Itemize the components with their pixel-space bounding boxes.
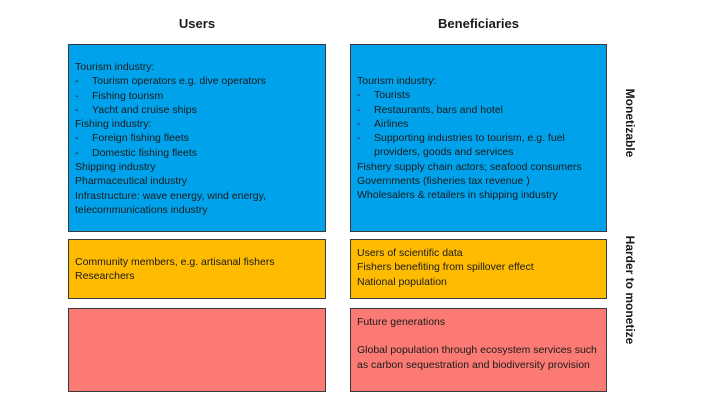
beneficiaries-header: Beneficiaries <box>438 16 519 31</box>
beneficiaries-monetizable-box: Tourism industry: - Tourists - Restaurants… <box>350 44 607 232</box>
list-item: - Airlines <box>357 117 409 130</box>
beneficiaries-fishery-line: Fishery supply chain actors; seafood con… <box>357 160 582 173</box>
list-item: - Foreign fishing fleets <box>75 132 189 145</box>
monetizable-label: Monetizable <box>623 88 637 158</box>
beneficiaries-tourism-heading: Tourism industry: <box>357 75 437 87</box>
beneficiaries-spillover-line: Fishers benefiting from spillover effect <box>357 261 534 274</box>
list-item: - Fishing tourism <box>75 89 164 102</box>
beneficiaries-future-generations: Future generations <box>357 316 446 328</box>
users-shipping: Shipping industry <box>75 161 156 174</box>
users-monetizable-box: Tourism industry: - Tourism operators e.g… <box>68 44 326 232</box>
harder-to-monetize-label: Harder to monetize <box>623 235 637 345</box>
users-header: Users <box>178 16 216 31</box>
list-item: - Restaurants, bars and hotel <box>357 103 503 116</box>
beneficiaries-governments-line: Governments (fisheries tax revenue ) <box>357 175 530 188</box>
beneficiaries-wholesalers-line: Wholesalers & retailers in shipping indu… <box>357 189 558 202</box>
users-infra-line1: Infrastructure: wave energy, wind energy… <box>75 189 267 202</box>
users-community-line: Community members, e.g. artisanal fisher… <box>75 256 275 268</box>
list-item: - Supporting industries to tourism, e.g. … <box>357 132 565 159</box>
users-harder-box: Community members, e.g. artisanal fisher… <box>68 239 326 299</box>
beneficiaries-national-line: National population <box>357 275 447 288</box>
list-item: - Domestic fishing fleets <box>75 146 198 159</box>
users-pharma: Pharmaceutical industry <box>75 175 188 188</box>
users-infra-line2: telecommunications industry <box>75 203 208 216</box>
beneficiaries-scientific-line: Users of scientific data <box>357 247 463 259</box>
users-future-box <box>68 308 326 392</box>
users-tourism-heading: Tourism industry: <box>75 61 155 73</box>
beneficiaries-future-box: Future generations Global population thr… <box>350 308 607 392</box>
list-item: - Yacht and cruise ships <box>75 103 197 116</box>
users-fishing-heading: Fishing industry: <box>75 118 152 131</box>
users-researchers-line: Researchers <box>75 270 135 283</box>
beneficiaries-harder-box: Users of scientific data Fishers benefit… <box>350 239 607 299</box>
list-item: - Tourism operators e.g. dive operators <box>75 75 266 88</box>
list-item: - Tourists <box>357 89 411 102</box>
beneficiaries-global-population: Global population through ecosystem serv… <box>357 344 597 371</box>
